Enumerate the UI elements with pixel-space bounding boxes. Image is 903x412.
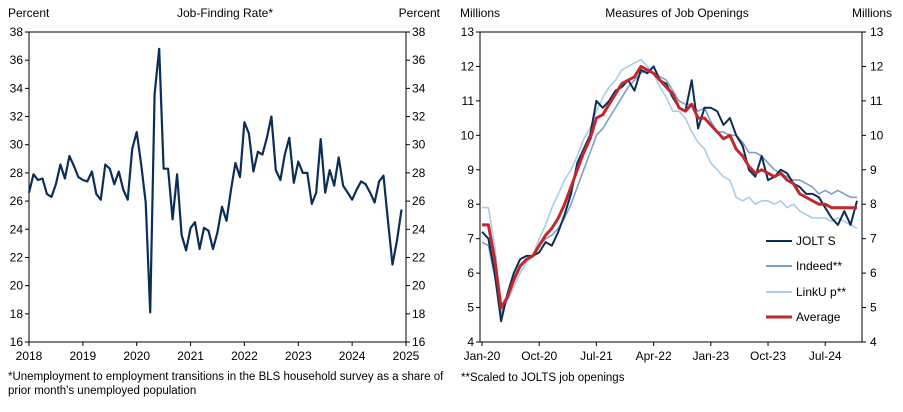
right-y-tick-label-right: 4 (870, 335, 877, 349)
left-x-tick-label: 2019 (70, 349, 97, 363)
right-y-tick-label: 5 (467, 301, 474, 315)
left-x-tick-label: 2021 (177, 349, 204, 363)
right-y-tick-label: 4 (467, 335, 474, 349)
left-y-tick-label: 18 (10, 307, 24, 321)
footnote-left: *Unemployment to employment transitions … (8, 371, 444, 397)
right-y-tick-label: 10 (461, 128, 475, 142)
right-y-tick-label-right: 6 (870, 266, 877, 280)
left-y-tick-label-right: 34 (412, 81, 426, 95)
right-x-tick-label: Jul-24 (809, 349, 842, 363)
right-y-tick-label: 7 (467, 232, 474, 246)
left-x-tick-label: 2023 (285, 349, 312, 363)
left-y-tick-label: 36 (10, 53, 24, 67)
left-chart-ylabel-right: Percent (399, 6, 441, 20)
left-x-tick-label: 2018 (16, 349, 43, 363)
left-y-tick-label-right: 20 (412, 279, 426, 293)
right-y-tick-label: 13 (461, 25, 475, 39)
left-y-tick-label: 26 (10, 194, 24, 208)
right-y-tick-label-right: 8 (870, 197, 877, 211)
left-chart-ylabel-left: Percent (8, 6, 50, 20)
right-chart-title: Measures of Job Openings (605, 6, 748, 20)
left-y-tick-label-right: 38 (412, 25, 426, 39)
right-y-tick-label-right: 12 (870, 59, 884, 73)
left-y-tick-label-right: 16 (412, 335, 426, 349)
left-y-tick-label: 38 (10, 25, 24, 39)
right-series-linkup (482, 58, 858, 312)
left-y-tick-label-right: 36 (412, 53, 426, 67)
left-y-tick-label: 20 (10, 279, 24, 293)
right-x-tick-label: Oct-20 (521, 349, 557, 363)
legend-linkup-label: LinkU p** (796, 285, 846, 299)
left-y-tick-label: 32 (10, 110, 24, 124)
left-y-tick-label: 30 (10, 138, 24, 152)
legend-jolts-label: JOLT S (796, 234, 836, 248)
right-x-tick-label: Jul-21 (580, 349, 613, 363)
left-chart-title: Job-Finding Rate* (177, 6, 273, 20)
left-y-tick-label: 22 (10, 250, 24, 264)
right-x-tick-label: Apr-22 (636, 349, 672, 363)
left-y-tick-label-right: 26 (412, 194, 426, 208)
right-y-tick-label-right: 7 (870, 232, 877, 246)
right-x-tick-label: Oct-23 (750, 349, 786, 363)
right-y-tick-label-right: 10 (870, 128, 884, 142)
left-y-tick-label: 24 (10, 222, 24, 236)
right-y-tick-label: 9 (467, 163, 474, 177)
left-y-tick-label: 34 (10, 81, 24, 95)
left-y-tick-label-right: 28 (412, 166, 426, 180)
right-chart-ylabel-right: Millions (852, 6, 892, 20)
left-x-tick-label: 2020 (123, 349, 150, 363)
right-series-indeed (481, 69, 857, 316)
right-y-tick-label: 12 (461, 59, 475, 73)
left-series-job-finding-rate (27, 47, 403, 314)
left-x-tick-label: 2025 (393, 349, 420, 363)
legend-indeed-label: Indeed** (796, 259, 842, 273)
right-y-tick-label-right: 5 (870, 301, 877, 315)
right-chart-plot-frame (479, 31, 863, 343)
left-y-tick-label-right: 30 (412, 138, 426, 152)
left-y-tick-label-right: 22 (412, 250, 426, 264)
right-y-tick-label: 8 (467, 197, 474, 211)
right-y-tick-label-right: 11 (870, 94, 883, 108)
legend-average-label: Average (796, 310, 841, 324)
left-y-tick-label: 16 (10, 335, 24, 349)
right-y-tick-label-right: 9 (870, 163, 877, 177)
right-y-tick-label: 11 (462, 94, 475, 108)
right-y-tick-label-right: 13 (870, 25, 884, 39)
left-y-tick-label-right: 24 (412, 222, 426, 236)
left-x-tick-label: 2024 (339, 349, 366, 363)
footnote-right: **Scaled to JOLTS job openings (461, 372, 625, 384)
left-y-tick-label: 28 (10, 166, 24, 180)
right-y-tick-label: 6 (467, 266, 474, 280)
right-x-tick-label: Jan-23 (692, 349, 729, 363)
left-x-tick-label: 2022 (231, 349, 258, 363)
right-chart-ylabel-left: Millions (460, 6, 500, 20)
right-series-average (482, 64, 857, 310)
left-y-tick-label-right: 32 (412, 110, 426, 124)
right-x-tick-label: Jan-20 (464, 349, 501, 363)
left-chart-plot-frame (28, 31, 407, 343)
left-y-tick-label-right: 18 (412, 307, 426, 321)
